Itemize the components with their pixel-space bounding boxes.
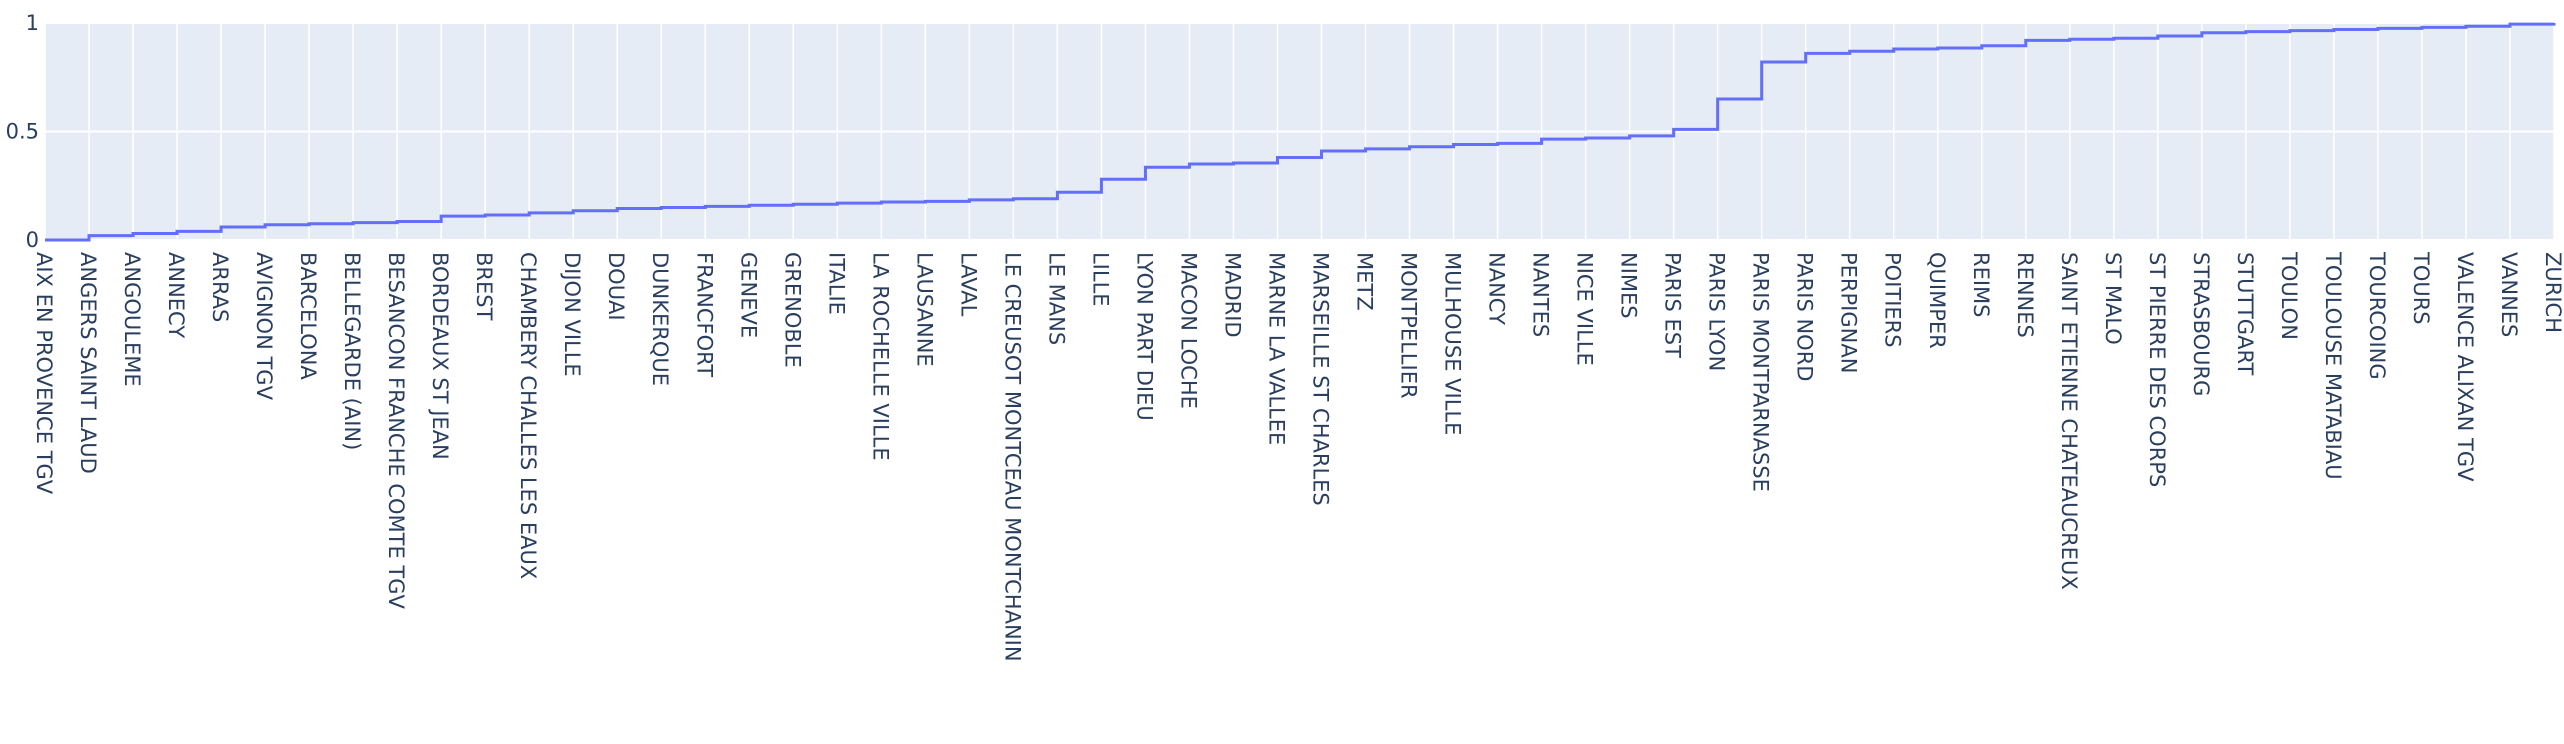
x-tick-label: RENNES — [2013, 252, 2037, 338]
x-tick-label: VANNES — [2497, 252, 2521, 337]
x-tick-label: MADRID — [1220, 252, 1244, 338]
x-tick-label: TOURCOING — [2365, 251, 2389, 380]
y-axis-ticks: 00.51 — [6, 11, 39, 252]
x-tick-label: TOULOUSE MATABIAU — [2321, 251, 2345, 480]
y-tick-label: 0 — [26, 228, 39, 252]
x-tick-label: DOUAI — [604, 252, 628, 321]
x-tick-label: DUNKERQUE — [648, 252, 672, 386]
x-tick-label: BREST — [472, 252, 496, 321]
x-tick-label: ANNECY — [164, 252, 188, 338]
x-tick-label: ZURICH — [2541, 252, 2564, 333]
x-tick-label: AIX EN PROVENCE TGV — [32, 252, 56, 495]
x-tick-label: STRASBOURG — [2189, 252, 2213, 396]
x-tick-label: DIJON VILLE — [560, 252, 584, 377]
x-tick-label: PERPIGNAN — [1837, 252, 1861, 373]
x-tick-label: LE CREUSOT MONTCEAU MONTCHANIN — [1000, 252, 1024, 662]
x-tick-label: AVIGNON TGV — [252, 252, 276, 401]
x-tick-label: QUIMPER — [1925, 252, 1949, 349]
x-tick-label: NIMES — [1617, 252, 1641, 319]
x-tick-label: PARIS EST — [1661, 252, 1685, 358]
x-tick-label: PARIS LYON — [1705, 252, 1729, 371]
x-tick-label: LYON PART DIEU — [1132, 252, 1156, 421]
x-tick-label: GRENOBLE — [780, 252, 804, 368]
x-tick-label: NANCY — [1485, 252, 1509, 325]
x-tick-label: ANGOULEME — [120, 252, 144, 387]
x-tick-label: GENEVE — [736, 252, 760, 338]
x-tick-label: ST PIERRE DES CORPS — [2145, 252, 2169, 487]
x-tick-label: NANTES — [1529, 252, 1553, 337]
x-tick-label: LILLE — [1088, 252, 1112, 307]
x-tick-label: ARRAS — [208, 252, 232, 322]
x-tick-label: ITALIE — [824, 252, 848, 315]
x-tick-label: TOULON — [2277, 251, 2301, 340]
x-tick-label: BORDEAUX ST JEAN — [428, 252, 452, 460]
x-tick-label: MACON LOCHE — [1176, 252, 1200, 409]
x-tick-label: MULHOUSE VILLE — [1441, 252, 1465, 435]
x-tick-label: BESANCON FRANCHE COMTE TGV — [384, 252, 408, 610]
x-tick-label: MONTPELLIER — [1397, 252, 1421, 399]
series-line — [45, 22, 2556, 242]
x-tick-label: REIMS — [1969, 252, 1993, 318]
x-tick-label: LE MANS — [1044, 252, 1068, 345]
x-tick-label: LA ROCHELLE VILLE — [868, 252, 892, 461]
x-tick-label: VALENCE ALIXAN TGV — [2453, 252, 2477, 482]
x-tick-label: STUTTGART — [2233, 252, 2257, 376]
x-axis-ticks: AIX EN PROVENCE TGV ANGERS SAINT LAUD ANGO… — [32, 251, 2564, 662]
x-tick-label: NICE VILLE — [1573, 252, 1597, 366]
y-tick-label: 1 — [26, 11, 39, 35]
x-tick-label: SAINT ETIENNE CHATEAUCREUX — [2057, 252, 2081, 590]
x-tick-label: PARIS MONTPARNASSE — [1749, 252, 1773, 492]
x-tick-label: BARCELONA — [296, 252, 320, 380]
x-tick-label: ST MALO — [2101, 252, 2125, 345]
x-tick-label: METZ — [1353, 252, 1377, 311]
x-tick-label: LAUSANNE — [912, 252, 936, 367]
x-tick-label: LAVAL — [956, 252, 980, 317]
x-tick-label: PARIS NORD — [1793, 252, 1817, 381]
y-tick-label: 0.5 — [6, 120, 39, 144]
x-tick-label: POITIERS — [1881, 252, 1905, 348]
x-tick-label: TOURS — [2409, 251, 2433, 325]
x-tick-label: CHAMBERY CHALLES LES EAUX — [516, 252, 540, 579]
x-tick-label: MARSEILLE ST CHARLES — [1309, 252, 1333, 506]
x-tick-label: ANGERS SAINT LAUD — [76, 252, 100, 474]
x-tick-label: MARNE LA VALLEE — [1264, 252, 1288, 445]
x-tick-label: FRANCFORT — [692, 252, 716, 377]
x-tick-label: BELLEGARDE (AIN) — [340, 252, 364, 450]
